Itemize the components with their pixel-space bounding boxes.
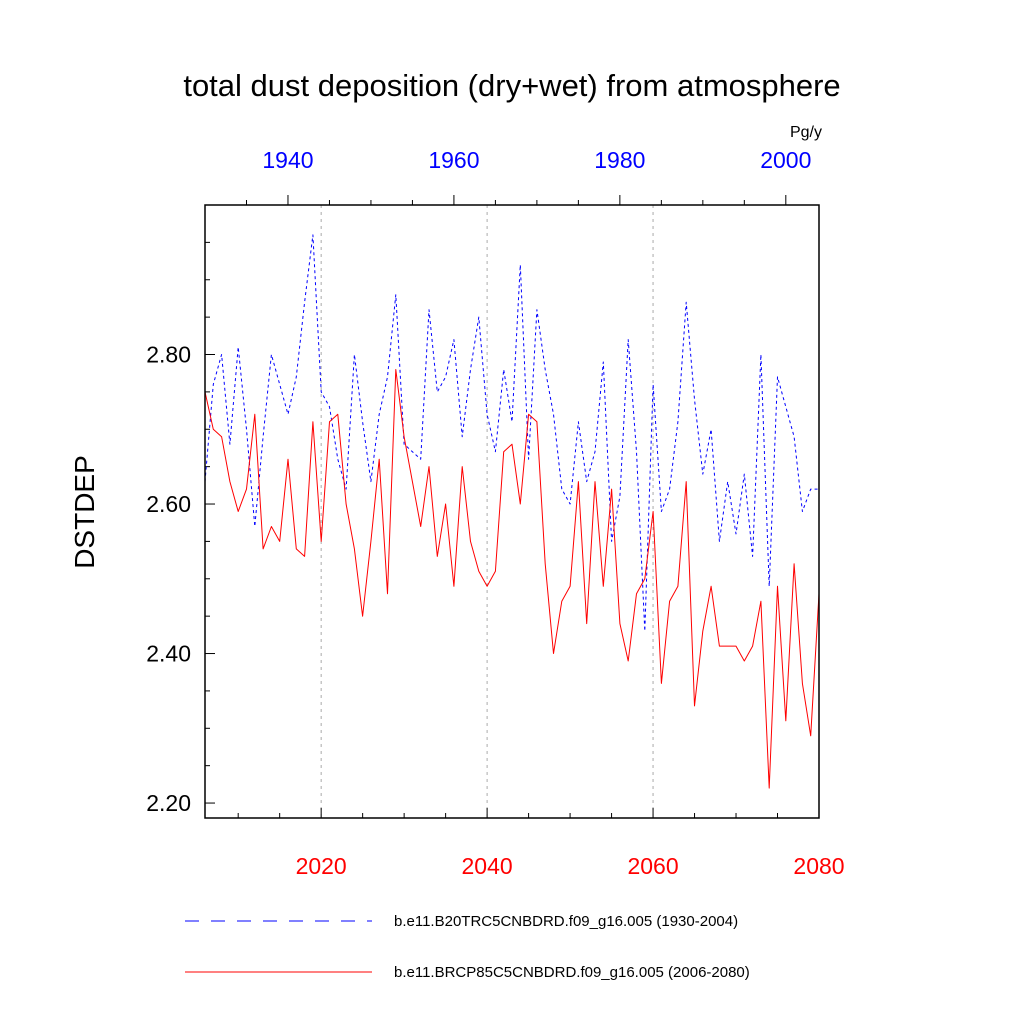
x-top-tick-label: 1940 xyxy=(262,147,313,173)
x-bottom-tick-label: 2060 xyxy=(627,853,678,879)
y-tick-label: 2.20 xyxy=(146,790,191,816)
legend-label-rcp85: b.e11.BRCP85C5CNBDRD.f09_g16.005 (2006-2… xyxy=(394,964,750,981)
x-top-tick-label: 2000 xyxy=(760,147,811,173)
y-tick-label: 2.60 xyxy=(146,491,191,517)
x-bottom-tick-label: 2080 xyxy=(793,853,844,879)
grid-lines xyxy=(320,205,654,818)
x-bottom-tick-label: 2020 xyxy=(296,853,347,879)
units-label: Pg/y xyxy=(790,124,822,141)
y-tick-label: 2.40 xyxy=(146,641,191,667)
legend-label-historical: b.e11.B20TRC5CNBDRD.f09_g16.005 (1930-20… xyxy=(394,913,738,930)
axis-ticks: 2.20 2.40 2.60 2.80 2020 2040 2060 2080 1940 1960… xyxy=(146,147,844,879)
plot-frame xyxy=(204,204,820,819)
chart-title: total dust deposition (dry+wet) from atm… xyxy=(183,68,840,103)
series-lines xyxy=(204,234,820,789)
series-line-rcp85 xyxy=(204,369,820,789)
x-top-tick-label: 1980 xyxy=(594,147,645,173)
legend: b.e11.B20TRC5CNBDRD.f09_g16.005 (1930-20… xyxy=(185,913,750,981)
x-bottom-tick-label: 2040 xyxy=(462,853,513,879)
y-tick-label: 2.80 xyxy=(146,342,191,368)
y-axis-label: DSTDEP xyxy=(69,455,100,569)
series-line-historical xyxy=(204,234,819,632)
x-top-tick-label: 1960 xyxy=(428,147,479,173)
